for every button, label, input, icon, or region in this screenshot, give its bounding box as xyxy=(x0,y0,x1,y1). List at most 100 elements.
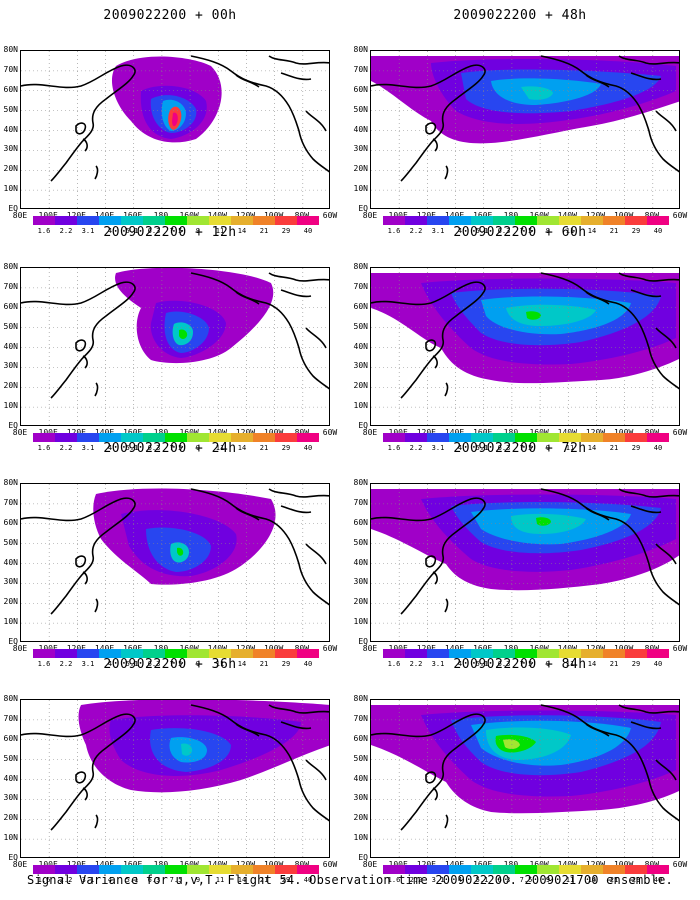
latitude-label: 60N xyxy=(353,84,368,94)
colorbar-swatch xyxy=(77,865,99,874)
latitude-label: EQ xyxy=(8,853,18,862)
colorbar-label: 6.3 xyxy=(497,227,511,235)
longitude-label: 160W xyxy=(529,860,548,869)
latitude-label: EQ xyxy=(8,637,18,646)
colorbar-swatch xyxy=(297,433,319,442)
longitude-label: 100W xyxy=(264,860,283,869)
coastline xyxy=(585,507,610,521)
colorbar-swatch xyxy=(187,865,209,874)
colorbar-label: 3.1 xyxy=(431,227,445,235)
colorbar-label: 1.6 xyxy=(37,444,51,452)
colorbar-label: 6.3 xyxy=(147,876,161,884)
coastline xyxy=(268,272,329,282)
colorbar-swatch xyxy=(33,649,55,658)
coastline xyxy=(268,55,329,65)
colorbar-swatch xyxy=(427,216,449,225)
coastline xyxy=(540,272,679,390)
coastline xyxy=(305,110,327,132)
coastline xyxy=(190,704,329,822)
coastline xyxy=(94,382,99,397)
coastline xyxy=(82,355,88,369)
latitude-label: 50N xyxy=(3,753,18,763)
colorbar-label: 7.5 xyxy=(169,660,183,668)
longitude-label: 160W xyxy=(529,428,548,437)
colorbar-label: 14 xyxy=(237,444,247,452)
latitude-label: 80N xyxy=(3,45,18,54)
colorbar-label: 11 xyxy=(215,876,225,884)
longitude-label: 80W xyxy=(295,428,309,437)
colorbar-swatch xyxy=(493,865,515,874)
longitude-label: 120W xyxy=(236,211,255,220)
latitude-label: 30N xyxy=(353,793,368,803)
latitude-label: 70N xyxy=(353,281,368,291)
coastline xyxy=(432,138,438,152)
latitude-label: 50N xyxy=(3,537,18,547)
colorbar-swatch xyxy=(165,649,187,658)
longitude-label: 160E xyxy=(473,860,492,869)
latitude-label: 30N xyxy=(353,361,368,371)
longitude-label: 100E xyxy=(39,644,58,653)
colorbar-swatch xyxy=(537,216,559,225)
latitude-label: 40N xyxy=(353,773,368,783)
longitude-label: 160E xyxy=(473,428,492,437)
colorbar-swatch xyxy=(275,649,297,658)
latitude-label: 10N xyxy=(353,401,368,411)
coastline xyxy=(432,571,438,585)
latitude-label: 80N xyxy=(3,694,18,703)
coastline xyxy=(21,281,136,399)
colorbar xyxy=(383,216,669,225)
latitude-label: 20N xyxy=(353,813,368,823)
longitude-label: 80E xyxy=(12,211,28,220)
coastline xyxy=(280,505,312,514)
colorbar-label: 9 xyxy=(545,660,551,668)
colorbar-label: 2.2 xyxy=(59,876,73,884)
colorbar-label: 29 xyxy=(281,876,291,884)
coastline xyxy=(618,272,679,282)
colorbar-swatch xyxy=(253,649,275,658)
colorbar-swatch xyxy=(121,433,143,442)
coastline xyxy=(280,72,312,81)
coastline xyxy=(75,555,87,568)
latitude-label: 50N xyxy=(353,753,368,763)
coastline xyxy=(630,505,662,514)
longitude-label: 100E xyxy=(389,428,408,437)
longitude-label: 80E xyxy=(362,428,378,437)
colorbar-swatch xyxy=(33,216,55,225)
signal-variance-map xyxy=(20,267,330,426)
map-panel: 2009022200 + 48h 80N 70N 60N 50N 40N 30N 20N 10N… xyxy=(350,8,690,235)
longitude-label: 60W xyxy=(322,860,338,869)
longitude-label: 120W xyxy=(236,860,255,869)
colorbar-swatch xyxy=(231,216,253,225)
colorbar-swatch xyxy=(187,433,209,442)
longitude-label: 80E xyxy=(362,860,378,869)
longitude-label: 100E xyxy=(39,428,58,437)
colorbar-swatch xyxy=(449,433,471,442)
coastline xyxy=(540,488,679,606)
colorbar-swatch xyxy=(297,216,319,225)
longitude-label: 100W xyxy=(264,644,283,653)
coastline xyxy=(235,507,260,521)
variance-contour-fill xyxy=(177,547,184,556)
longitude-label: 140W xyxy=(208,644,227,653)
latitude-label: 40N xyxy=(353,341,368,351)
colorbar-label: 6.3 xyxy=(497,444,511,452)
variance-contour-fill xyxy=(521,86,553,100)
coastline xyxy=(444,382,449,397)
colorbar-swatch xyxy=(515,433,537,442)
longitude-label: 120E xyxy=(417,860,436,869)
colorbar-swatch xyxy=(515,865,537,874)
colorbar-swatch xyxy=(581,433,603,442)
latitude-label: 60N xyxy=(353,301,368,311)
colorbar-label: 7.5 xyxy=(519,227,533,235)
longitude-label: 180 xyxy=(504,644,518,653)
colorbar-swatch xyxy=(121,865,143,874)
colorbar-swatch xyxy=(427,433,449,442)
longitude-label: 60W xyxy=(322,644,338,653)
colorbar-label: 3.1 xyxy=(431,660,445,668)
longitude-label: 120E xyxy=(67,860,86,869)
coastline xyxy=(618,55,679,65)
latitude-label: 10N xyxy=(353,833,368,843)
coastline xyxy=(305,327,327,349)
longitude-label: 80E xyxy=(362,211,378,220)
latitude-label: 80N xyxy=(353,694,368,703)
